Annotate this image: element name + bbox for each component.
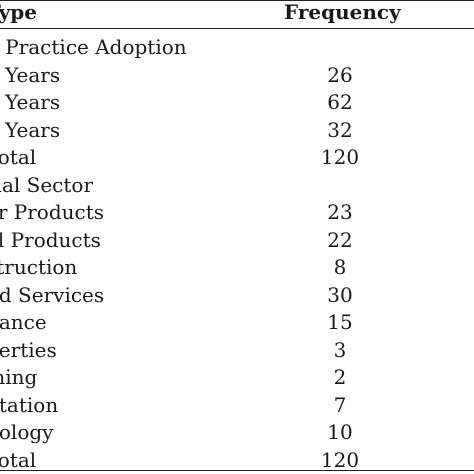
row-label: er Products [0,200,104,224]
row-value: 3 [333,338,347,362]
row-label: struction [0,255,78,279]
frequency-column-header: Frequency [284,0,401,24]
table-row: perties 3 [0,337,474,364]
row-label: rial Sector [0,173,94,197]
table-row: 0 Years 62 [0,89,474,116]
row-value: 120 [320,145,360,169]
table-row: nd Services 30 [0,282,474,309]
table-row: 5 Years 26 [0,62,474,89]
table-row: rial Sector [0,172,474,199]
table-header-rule [0,28,474,29]
row-label: perties [0,338,57,362]
row-value: 23 [327,200,353,224]
row-value: 10 [327,420,353,444]
row-value: 30 [327,283,353,307]
row-label: nance [0,310,47,334]
row-value: 62 [327,90,353,114]
row-label: ining [0,365,38,389]
type-column-header: Type [0,0,38,24]
table-row: Total 120 [0,447,474,474]
row-value: 8 [333,255,347,279]
table-row: Total 120 [0,144,474,171]
row-label: ntation [0,393,59,417]
row-label: nology [0,420,54,444]
table-row: nology 10 [0,419,474,446]
row-label: n Practice Adoption [0,35,187,59]
row-value: 15 [327,310,353,334]
row-value: 22 [327,228,353,252]
table-row: nance 15 [0,309,474,336]
table-row: 0 Years 32 [0,117,474,144]
table-row: n Practice Adoption [0,34,474,61]
row-label: 0 Years [0,118,61,142]
table-header: Type Frequency [0,0,474,28]
table-row: struction 8 [0,254,474,281]
row-label: Total [0,145,37,169]
table-row: ining 2 [0,364,474,391]
table-row: al Products 22 [0,227,474,254]
table-top-rule [0,0,474,1]
table-bottom-rule [0,470,474,471]
row-label: 0 Years [0,90,61,114]
row-label: Total [0,448,37,472]
row-value: 26 [327,63,353,87]
row-label: nd Services [0,283,105,307]
row-label: 5 Years [0,63,61,87]
row-value: 7 [333,393,347,417]
row-value: 120 [320,448,360,472]
table-row: er Products 23 [0,199,474,226]
row-value: 2 [333,365,347,389]
row-label: al Products [0,228,101,252]
row-value: 32 [327,118,353,142]
table-row: ntation 7 [0,392,474,419]
